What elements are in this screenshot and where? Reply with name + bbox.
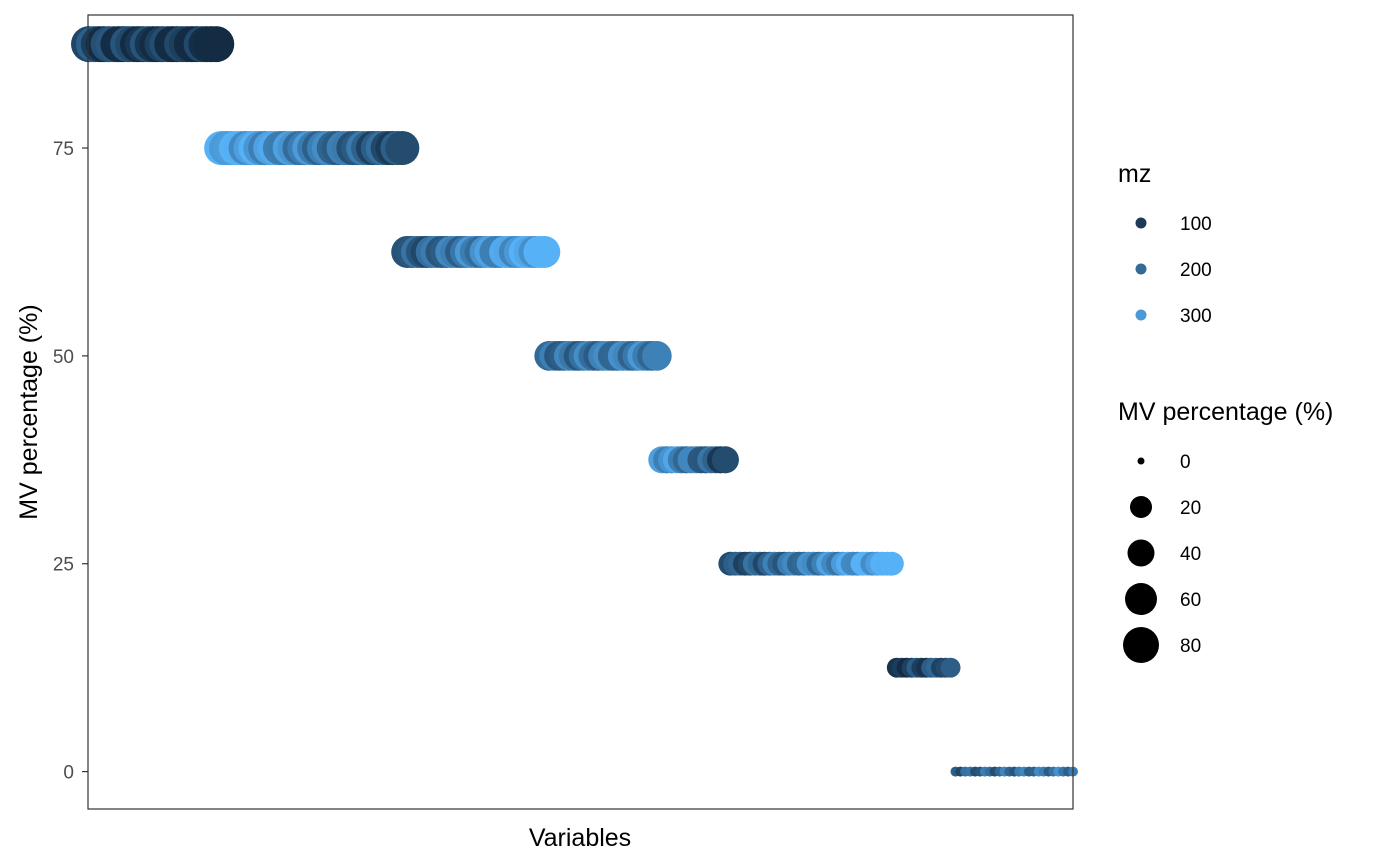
data-point [198, 26, 235, 63]
size-legend-key [1125, 583, 1157, 615]
plot-panel-border [87, 14, 1074, 810]
size-legend-key [1137, 457, 1145, 465]
y-axis: 0 25 50 75 [53, 139, 88, 784]
color-legend-label: 300 [1180, 306, 1212, 327]
color-legend-title: mz [1118, 160, 1151, 188]
size-legend: MV percentage (%) 0 20 40 60 80 [1118, 398, 1333, 663]
size-legend-label: 80 [1180, 636, 1201, 657]
x-axis-title: Variables [529, 824, 631, 852]
size-legend-key [1123, 627, 1159, 663]
data-point [711, 446, 739, 474]
color-legend-label: 100 [1180, 214, 1212, 235]
data-point [385, 130, 420, 166]
data-point [940, 657, 961, 678]
y-tick-label: 75 [53, 139, 74, 160]
size-legend-key [1130, 496, 1152, 518]
data-point [642, 341, 672, 371]
size-legend-label: 20 [1180, 498, 1201, 519]
size-legend-title: MV percentage (%) [1118, 398, 1333, 426]
size-legend-key [1127, 539, 1155, 567]
color-legend-key [1135, 263, 1147, 275]
color-legend-key [1135, 309, 1147, 321]
data-point [528, 235, 561, 268]
size-legend-label: 0 [1180, 452, 1191, 473]
color-legend: mz 100 200 300 [1118, 160, 1212, 327]
y-tick-label: 0 [63, 763, 74, 784]
color-legend-key [1135, 217, 1147, 229]
y-axis-title: MV percentage (%) [15, 304, 43, 519]
data-point [879, 551, 904, 576]
size-legend-label: 40 [1180, 544, 1201, 565]
points-layer [71, 26, 1078, 777]
color-legend-label: 200 [1180, 260, 1212, 281]
y-tick-label: 50 [53, 347, 74, 368]
size-legend-label: 60 [1180, 590, 1201, 611]
y-tick-label: 25 [53, 555, 74, 576]
